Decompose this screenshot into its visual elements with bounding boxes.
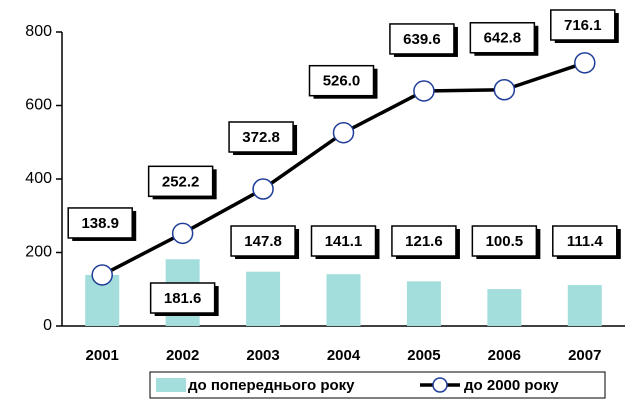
legend-box [149, 371, 606, 399]
legend-label: до 2000 року [464, 377, 559, 394]
line-value-label: 138.9 [81, 215, 119, 232]
line-value-label-box [469, 22, 536, 54]
line-value-label-box [67, 207, 133, 239]
line-value-label-box [147, 165, 214, 198]
y-tick-label: 800 [25, 23, 52, 40]
line-value-label-box [389, 23, 455, 55]
line-value-label: 716.1 [564, 17, 602, 34]
legend-label: до попереднього року [188, 377, 355, 394]
marker [91, 264, 113, 286]
bar-value-label-box [391, 225, 457, 257]
bar-value-label: 100.5 [486, 233, 524, 250]
bar [326, 274, 361, 326]
marker [171, 222, 194, 245]
y-tick-label: 0 [43, 317, 52, 334]
y-tick-label: 400 [25, 170, 52, 187]
legend-marker [432, 377, 448, 393]
bar-value-label: 111.4 [567, 233, 604, 250]
line-value-label-box [550, 9, 616, 41]
line-value-label: 639.6 [403, 31, 441, 48]
bar [406, 281, 441, 326]
bar-value-label: 141.1 [325, 233, 363, 250]
line-value-label: 642.8 [484, 30, 522, 47]
bar-value-label: 121.6 [405, 233, 443, 250]
line-value-label: 252.2 [162, 173, 200, 190]
bar-value-label-box [552, 225, 618, 257]
marker [252, 178, 274, 200]
bar-value-label-box [230, 225, 296, 257]
bar-value-label: 147.8 [244, 233, 282, 250]
bar [487, 289, 522, 326]
line-value-label: 372.8 [242, 129, 280, 146]
x-tick-label: 2004 [327, 347, 361, 364]
marker [574, 52, 596, 74]
line-value-label: 526.0 [323, 73, 361, 90]
y-tick-label: 600 [25, 97, 52, 114]
x-tick-label: 2002 [166, 347, 199, 364]
bar-value-label: 181.6 [164, 290, 202, 307]
line-value-label-box [228, 121, 294, 153]
y-tick-label: 200 [25, 244, 52, 261]
bar-value-label-box [310, 225, 377, 257]
x-tick-label: 2006 [488, 347, 521, 364]
marker [413, 80, 435, 102]
bar [246, 271, 281, 326]
marker [493, 79, 516, 101]
bar [567, 285, 602, 326]
line-value-label-box [308, 64, 375, 97]
legend-swatch [156, 378, 186, 392]
bar-value-label-box [149, 282, 216, 314]
bar-value-label-box [471, 225, 538, 257]
x-tick-label: 2007 [568, 347, 601, 364]
x-tick-label: 2001 [86, 347, 119, 364]
marker [332, 121, 355, 144]
x-tick-label: 2003 [246, 347, 279, 364]
x-tick-label: 2005 [407, 347, 440, 364]
